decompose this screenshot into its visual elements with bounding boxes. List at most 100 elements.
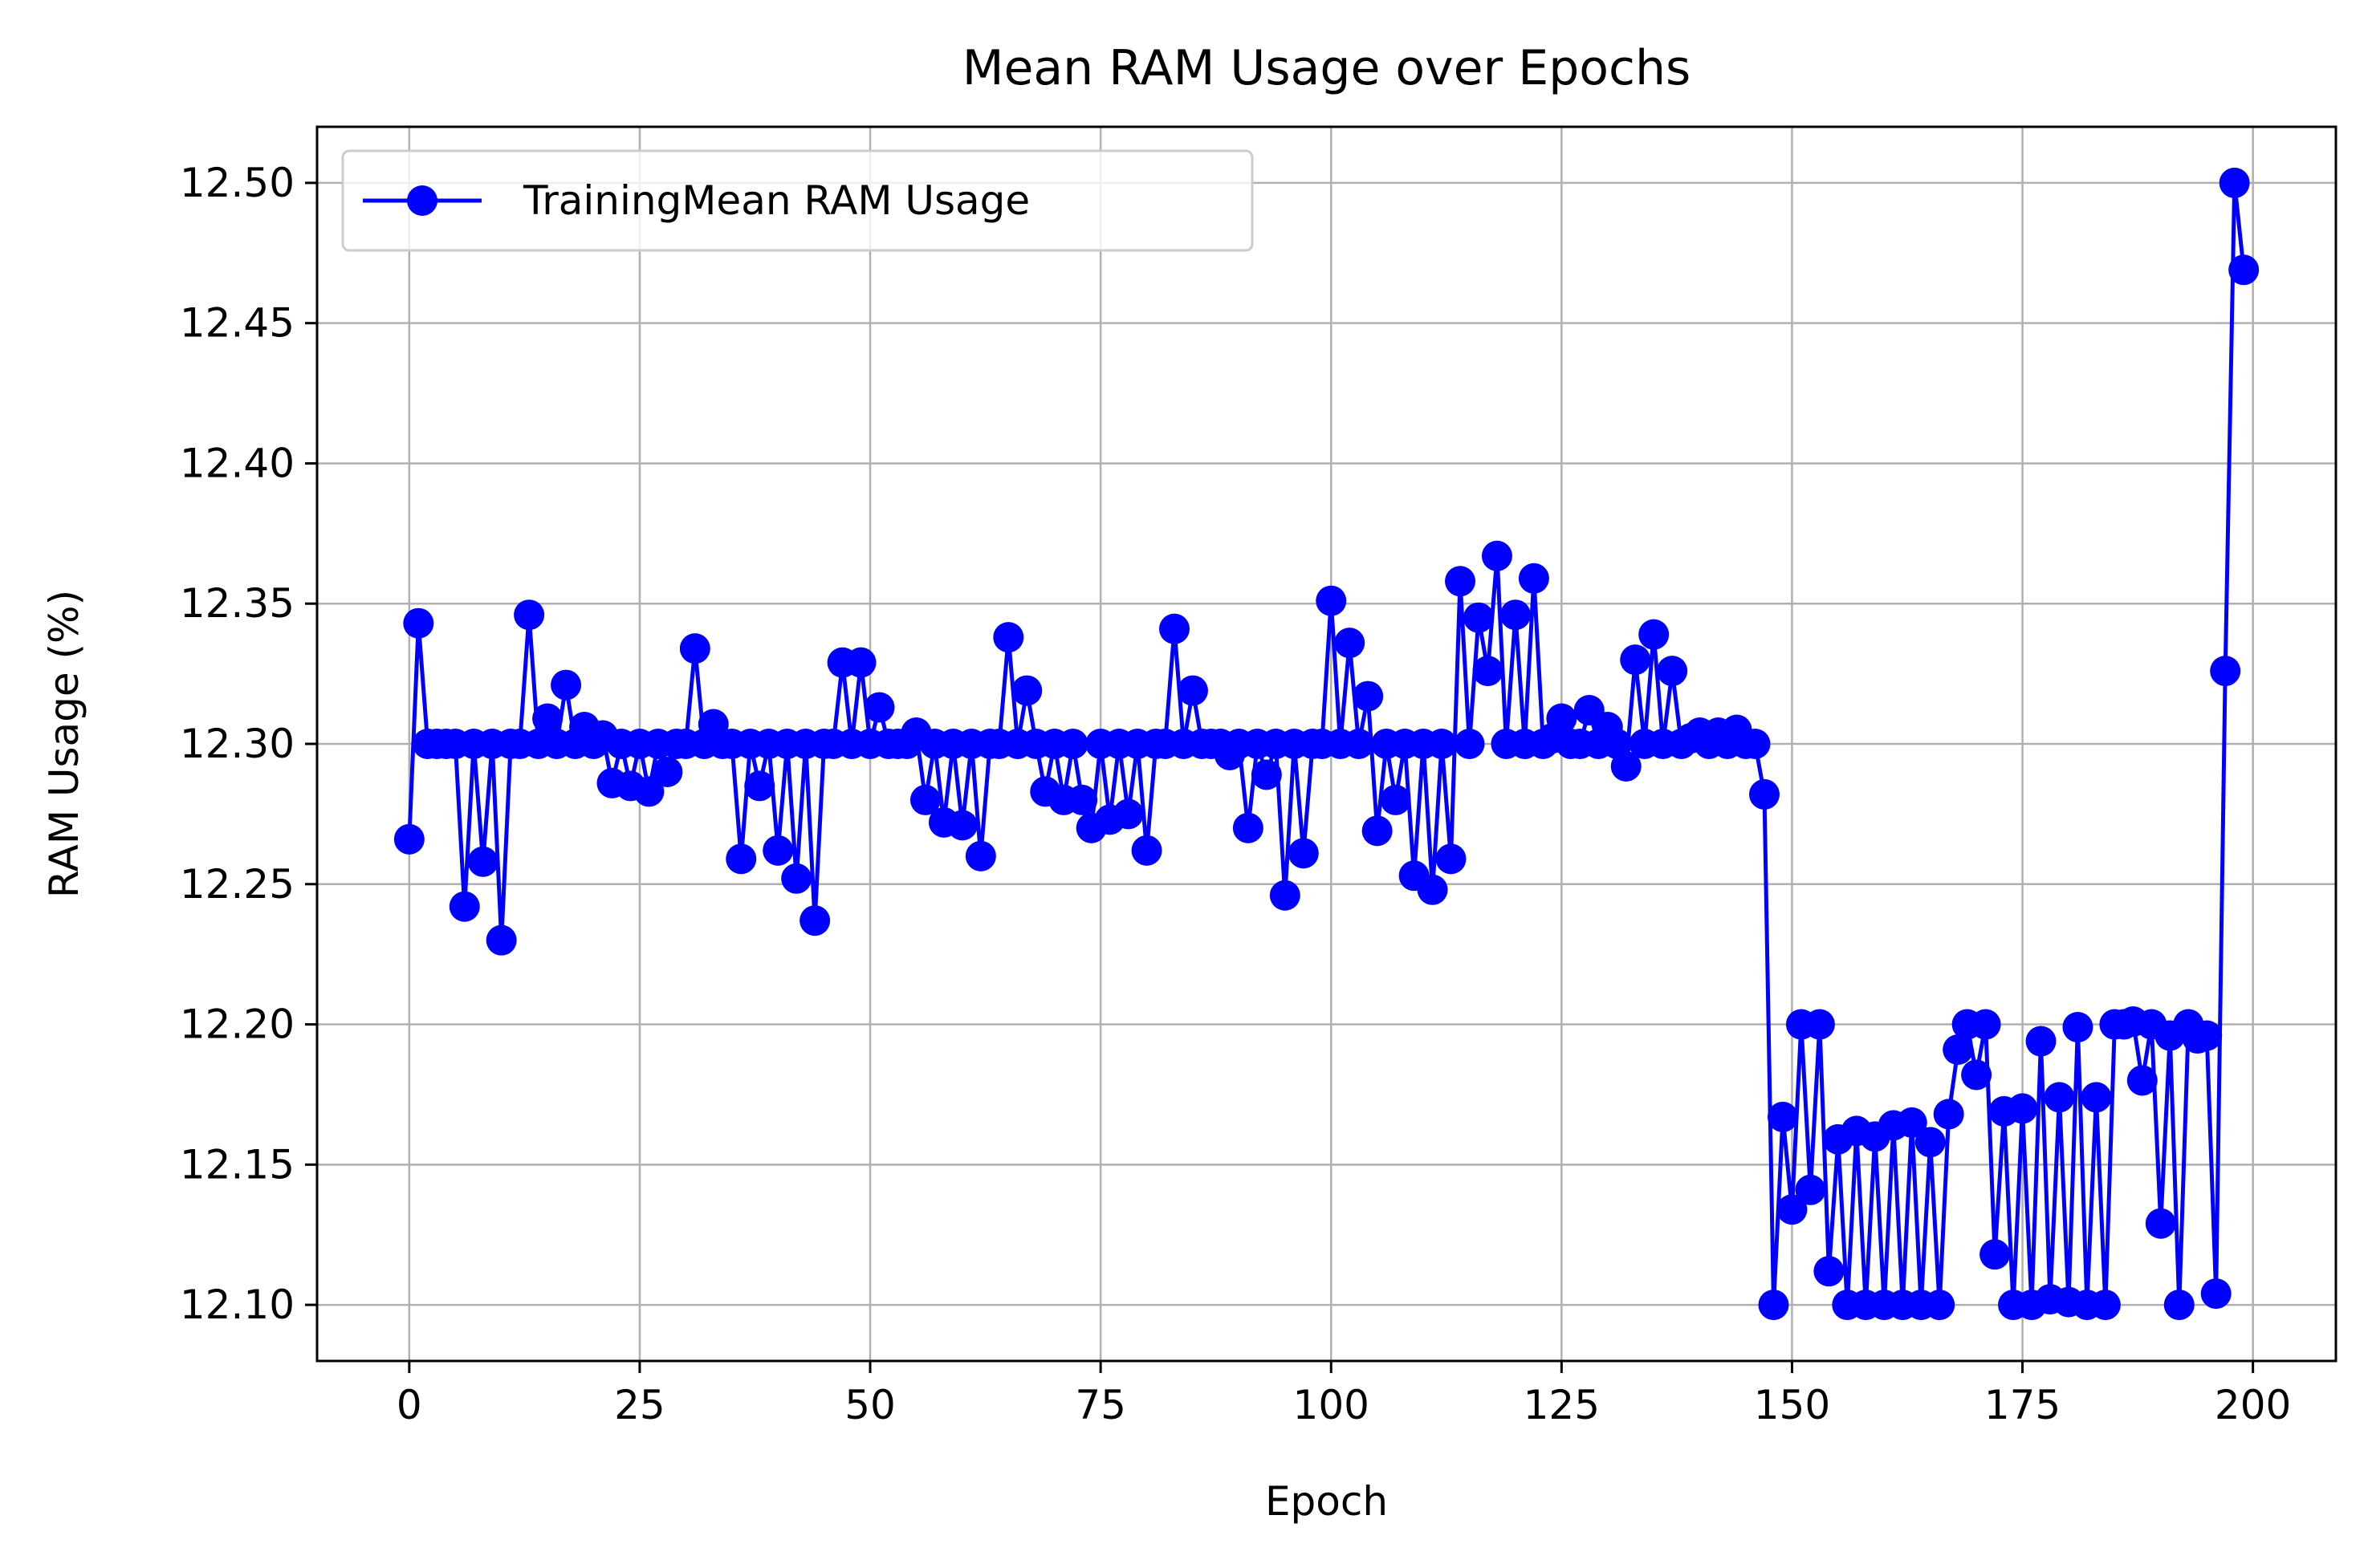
y-tick-label: 12.20 [180,1001,295,1048]
data-point [1177,675,1208,706]
data-point [514,599,545,631]
data-point [1979,1239,2011,1270]
data-point [1933,1099,1964,1130]
data-point [1748,778,1780,810]
x-tick-label: 125 [1524,1382,1600,1428]
data-point [449,891,480,922]
y-tick-label: 12.25 [180,861,295,908]
data-point [1638,619,1670,650]
data-point [1251,759,1282,790]
legend: TrainingMean RAM Usage [341,149,1254,252]
y-tick-label: 12.40 [180,440,295,486]
x-tick-label: 50 [844,1382,896,1428]
x-tick-label: 150 [1754,1382,1830,1428]
data-point [1316,585,1347,616]
legend-marker-swatch [407,185,437,216]
data-point [1896,1107,1927,1138]
y-tick-label: 12.35 [180,580,295,627]
data-point [2126,1065,2158,1096]
data-point [946,810,978,841]
data-point [2219,167,2250,198]
data-point [2163,1290,2195,1321]
data-point [845,647,877,678]
data-point [532,703,564,734]
data-point [781,863,812,894]
data-point [1813,1256,1845,1287]
data-point [1380,784,1411,815]
series-layer [393,167,2260,1321]
data-point [1269,879,1300,911]
data-point [1232,812,1263,843]
data-point [1131,835,1162,866]
y-tick-label: 12.45 [180,300,295,347]
x-axis-label: Epoch [1265,1478,1388,1525]
data-point [800,905,831,936]
x-tick-label: 75 [1075,1382,1126,1428]
data-point [2210,656,2241,687]
data-point [1620,644,1651,676]
data-point [1767,1101,1798,1132]
y-tick-label: 12.15 [180,1141,295,1188]
data-point [1353,680,1384,712]
data-point [1057,729,1088,759]
data-point [993,622,1024,653]
data-point [2145,1208,2176,1239]
data-point [1961,1059,1992,1091]
data-point [679,633,710,664]
data-point [1758,1290,1789,1321]
data-point [1445,566,1476,597]
data-point [2228,254,2260,286]
data-point [726,843,757,875]
data-point [2191,1020,2223,1051]
data-point [2089,1290,2121,1321]
x-tick-label: 100 [1293,1382,1369,1428]
data-point [1426,729,1458,759]
data-point [2025,1026,2057,1057]
data-point [1113,798,1144,830]
data-point [393,823,425,855]
data-point [1943,1034,1974,1066]
data-point [2062,1012,2093,1043]
data-point [2200,1278,2232,1310]
data-point [1914,1127,1946,1158]
data-point [1795,1174,1826,1205]
data-point [1472,656,1503,687]
data-point [1011,675,1043,706]
data-point [1804,1009,1835,1040]
data-point [1499,599,1531,631]
data-point [633,776,665,807]
data-point [1417,874,1448,905]
y-axis-label: RAM Usage (%) [41,590,87,898]
data-point [1454,729,1485,759]
x-tick-label: 0 [397,1382,422,1428]
data-point [467,846,498,877]
data-point [2007,1093,2038,1124]
data-point [763,835,794,866]
x-tick-label: 25 [614,1382,665,1428]
data-point [652,756,683,787]
data-point [1610,750,1642,782]
x-tick-label: 175 [1984,1382,2061,1428]
data-point [1776,1194,1808,1225]
data-point [909,784,941,815]
data-point [2044,1082,2075,1113]
data-point [1970,1009,2001,1040]
data-point [744,770,775,802]
data-point [1481,540,1512,571]
data-point [1739,729,1771,759]
chart-title: Mean RAM Usage over Epochs [962,40,1691,96]
data-point [1159,613,1190,644]
axis-ticks: 0 25 50 75 100 125 150 175 200 12.10 12.15 12.20 12.… [180,160,2292,1428]
legend-box [341,149,1254,252]
data-point [1463,602,1494,633]
data-point [1546,703,1577,734]
y-tick-label: 12.50 [180,160,295,206]
data-point [1435,843,1467,875]
data-point [403,607,434,639]
y-tick-label: 12.30 [180,721,295,767]
y-tick-label: 12.10 [180,1282,295,1328]
data-point [1361,815,1393,847]
data-point [1288,838,1319,869]
